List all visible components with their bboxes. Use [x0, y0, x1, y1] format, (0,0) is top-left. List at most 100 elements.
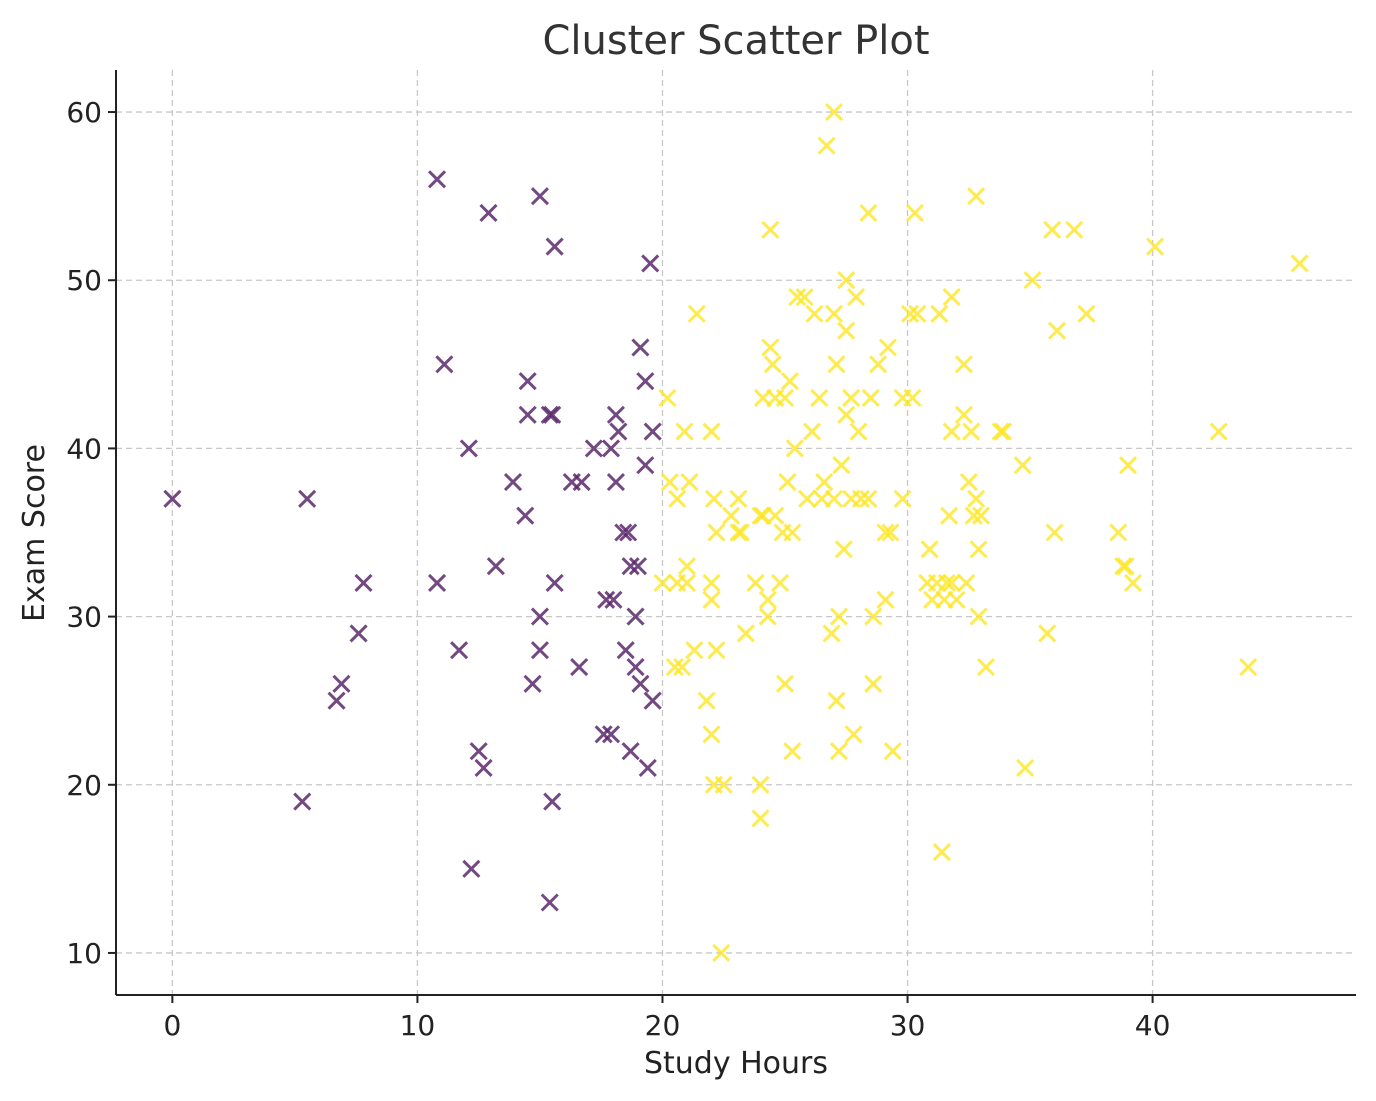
data-point — [163, 489, 182, 508]
data-point — [626, 657, 645, 677]
data-point — [712, 943, 731, 963]
data-point — [775, 388, 795, 408]
data-point — [729, 523, 748, 542]
data-point — [616, 641, 635, 660]
data-point — [545, 573, 564, 593]
data-point — [516, 506, 535, 525]
x-tick-label: 30 — [890, 1009, 926, 1042]
data-point — [994, 422, 1013, 441]
data-point — [954, 405, 973, 424]
data-point — [680, 472, 699, 492]
data-point — [1016, 758, 1035, 778]
data-point — [673, 657, 692, 677]
data-point — [427, 170, 447, 189]
data-point — [763, 355, 782, 374]
data-point — [1038, 624, 1057, 643]
data-point — [942, 422, 961, 441]
data-point — [572, 472, 591, 492]
x-tick-label: 20 — [645, 1009, 681, 1042]
data-point — [822, 624, 841, 643]
data-point — [687, 304, 706, 323]
data-point — [942, 573, 961, 593]
y-tick-label: 30 — [66, 601, 102, 634]
data-point — [1145, 237, 1165, 256]
data-point — [798, 489, 817, 508]
data-point — [775, 674, 795, 693]
data-point — [815, 472, 834, 492]
data-point — [805, 304, 824, 323]
data-point — [702, 590, 721, 609]
data-point — [758, 590, 777, 609]
data-point — [864, 607, 883, 626]
x-tick-label: 40 — [1135, 1009, 1171, 1042]
data-point — [349, 624, 368, 643]
data-point — [827, 355, 846, 374]
data-point — [842, 388, 861, 408]
data-point — [834, 540, 853, 559]
data-point — [643, 422, 662, 441]
data-point — [584, 439, 603, 458]
data-point — [641, 254, 660, 273]
data-point — [967, 187, 986, 206]
data-point — [677, 557, 697, 576]
ticks: 0 10 20 30 40 10 20 30 40 50 60 — [66, 96, 1170, 1042]
data-point — [837, 405, 856, 424]
data-point — [638, 758, 657, 778]
data-point — [1123, 573, 1143, 593]
data-point — [991, 422, 1010, 441]
x-axis-label: Study Hours — [644, 1046, 828, 1081]
data-point — [878, 338, 897, 357]
data-point — [829, 607, 848, 626]
axes — [115, 70, 1356, 996]
data-point — [668, 489, 687, 508]
data-point — [427, 573, 447, 593]
y-tick-label: 60 — [66, 96, 102, 129]
data-point — [675, 422, 694, 441]
x-tick-label: 10 — [400, 1009, 436, 1042]
data-point — [479, 203, 498, 223]
data-point — [518, 372, 537, 391]
data-point — [714, 775, 733, 794]
data-point — [474, 758, 493, 778]
data-point — [677, 573, 697, 593]
data-point — [783, 523, 802, 542]
data-point — [971, 506, 991, 525]
data-point — [702, 573, 721, 593]
data-point — [881, 523, 900, 542]
x-tick-label: 0 — [163, 1009, 181, 1042]
data-point — [1290, 254, 1309, 273]
data-point — [707, 523, 726, 542]
data-point — [604, 590, 623, 609]
data-point — [1077, 304, 1096, 323]
data-point — [810, 388, 829, 408]
data-point — [606, 472, 625, 492]
data-point — [450, 641, 469, 660]
data-point — [869, 355, 888, 374]
data-point — [540, 893, 559, 912]
data-point — [900, 304, 920, 323]
data-point — [631, 674, 650, 693]
data-point — [954, 355, 973, 374]
data-point — [354, 573, 373, 593]
data-point — [783, 742, 802, 761]
data-point — [486, 557, 505, 576]
data-point — [859, 489, 878, 508]
data-point — [861, 388, 880, 408]
y-tick-label: 40 — [66, 432, 102, 465]
data-point — [932, 842, 951, 862]
data-point — [824, 304, 844, 323]
data-point — [1043, 220, 1062, 239]
data-point — [959, 472, 978, 492]
data-point — [1013, 456, 1032, 475]
data-point — [1239, 657, 1258, 677]
data-point — [658, 388, 677, 408]
data-point — [702, 725, 721, 744]
data-point — [844, 725, 863, 744]
data-point — [837, 271, 856, 290]
data-point — [1047, 321, 1067, 340]
data-point — [758, 607, 777, 626]
data-point — [849, 422, 868, 441]
data-point — [976, 657, 996, 677]
data-point — [293, 792, 312, 811]
